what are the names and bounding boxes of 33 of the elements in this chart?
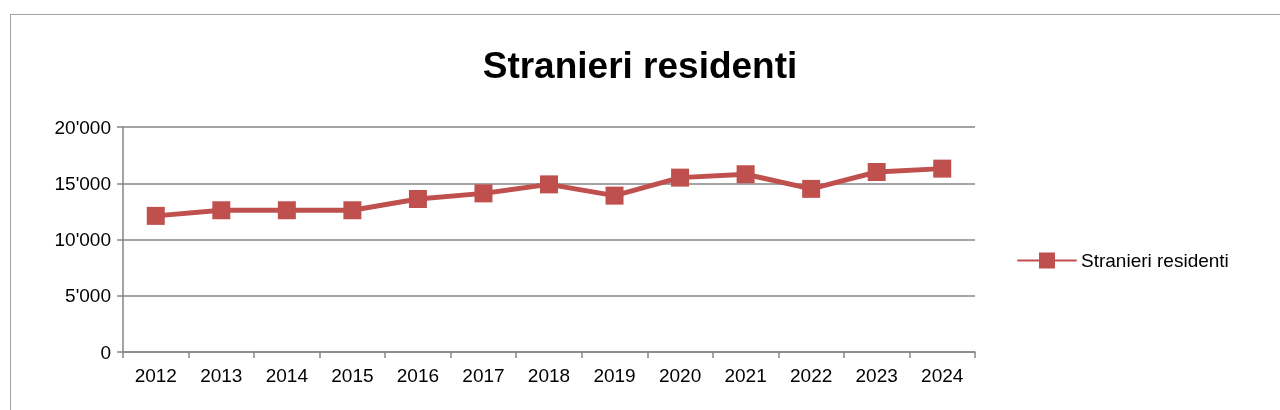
point (671, 168, 690, 187)
x-tick-label: 2012 (134, 365, 177, 386)
x-tick-label: 2020 (658, 365, 702, 386)
x-tick-label: 2013 (200, 365, 243, 386)
point (212, 201, 231, 220)
x-tick-label: 2024 (921, 365, 964, 386)
point (933, 159, 952, 178)
legend-label: Stranieri residenti (1081, 250, 1229, 271)
x-tick-label: 2014 (265, 365, 309, 386)
y-tick-label: 20'000 (54, 116, 111, 138)
point (474, 184, 493, 203)
x-tick-label: 2016 (396, 365, 440, 386)
x-tick-label: 2017 (462, 365, 505, 386)
x-tick-label: 2015 (331, 365, 374, 386)
point (146, 206, 165, 225)
y-tick-label: 15'000 (54, 172, 111, 194)
point (343, 201, 362, 220)
point (867, 163, 886, 181)
chart-title: Stranieri residenti (482, 45, 798, 86)
x-tick-label: 2021 (724, 365, 767, 386)
y-tick-label: 0 (100, 341, 111, 363)
point (277, 201, 296, 220)
y-tick-label: 10'000 (54, 229, 111, 250)
x-tick-label: 2022 (790, 365, 833, 386)
point (802, 179, 821, 198)
point (605, 186, 624, 205)
x-tick-label: 2018 (527, 365, 571, 386)
point (540, 175, 558, 194)
y-tick-label: 5'000 (65, 285, 111, 307)
x-tick-label: 2023 (855, 365, 898, 386)
point (408, 190, 427, 208)
x-tick-label: 2019 (593, 365, 636, 386)
point (736, 165, 755, 184)
